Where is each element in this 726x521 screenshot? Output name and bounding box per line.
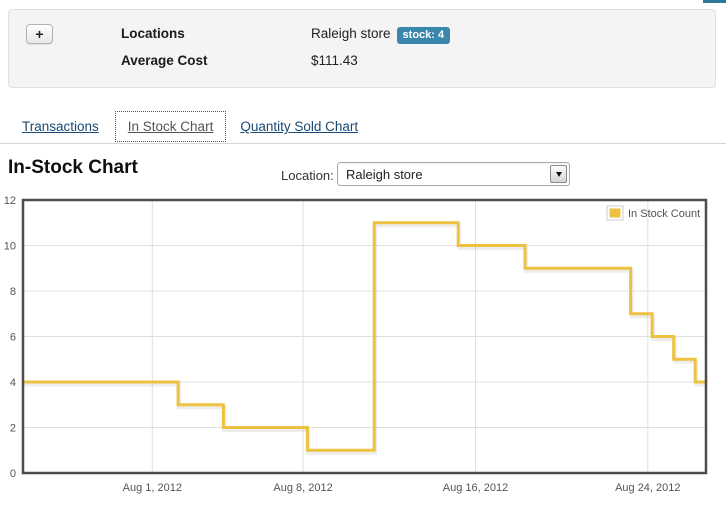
x-tick-label: Aug 1, 2012 xyxy=(123,482,182,494)
x-tick-label: Aug 8, 2012 xyxy=(273,482,332,494)
legend-swatch xyxy=(609,208,621,218)
cutoff-button-fragment[interactable] xyxy=(703,0,726,3)
stock-badge: stock: 4 xyxy=(396,27,451,45)
average-cost-value: $111.43 xyxy=(311,53,358,68)
y-tick-label: 6 xyxy=(10,332,16,344)
line-shadow xyxy=(24,223,707,455)
plot-border xyxy=(21,198,708,475)
summary-rows: Locations Raleigh store stock: 4 Average… xyxy=(121,26,705,80)
y-tick-label: 4 xyxy=(10,377,16,389)
x-tick-label: Aug 16, 2012 xyxy=(443,482,508,494)
location-select-value: Raleigh store xyxy=(346,167,423,182)
tab-bar: Transactions In Stock Chart Quantity Sol… xyxy=(0,110,726,144)
add-location-button[interactable]: + xyxy=(26,24,53,44)
summary-panel: + Locations Raleigh store stock: 4 Avera… xyxy=(8,9,716,88)
page-title: In-Stock Chart xyxy=(8,157,138,178)
average-cost-row: Average Cost $111.43 xyxy=(121,53,705,80)
y-tick-label: 12 xyxy=(4,195,16,207)
x-tick-label: Aug 24, 2012 xyxy=(615,482,680,494)
chevron-down-icon xyxy=(555,171,562,177)
average-cost-label: Average Cost xyxy=(121,53,208,68)
locations-row: Locations Raleigh store stock: 4 xyxy=(121,26,705,53)
y-tick-label: 0 xyxy=(10,468,16,480)
in-stock-chart: 0 2 4 6 8 10 12 Aug 1, 2012 Aug 8, 2012 Aug 16, 2… xyxy=(4,195,708,494)
in-stock-line xyxy=(23,221,706,452)
location-select[interactable]: Raleigh store xyxy=(337,162,570,186)
y-tick-label: 2 xyxy=(10,423,16,435)
tab-quantity-sold-chart[interactable]: Quantity Sold Chart xyxy=(240,119,359,134)
tab-transactions[interactable]: Transactions xyxy=(22,119,99,134)
location-name: Raleigh store xyxy=(311,26,391,41)
legend-label: In Stock Count xyxy=(628,208,700,220)
y-tick-label: 8 xyxy=(10,286,16,298)
tab-in-stock-chart[interactable]: In Stock Chart xyxy=(114,111,227,142)
location-label: Location: xyxy=(281,168,334,183)
locations-label: Locations xyxy=(121,26,185,41)
select-dropdown-button[interactable] xyxy=(550,165,567,183)
y-tick-label: 10 xyxy=(4,241,16,253)
